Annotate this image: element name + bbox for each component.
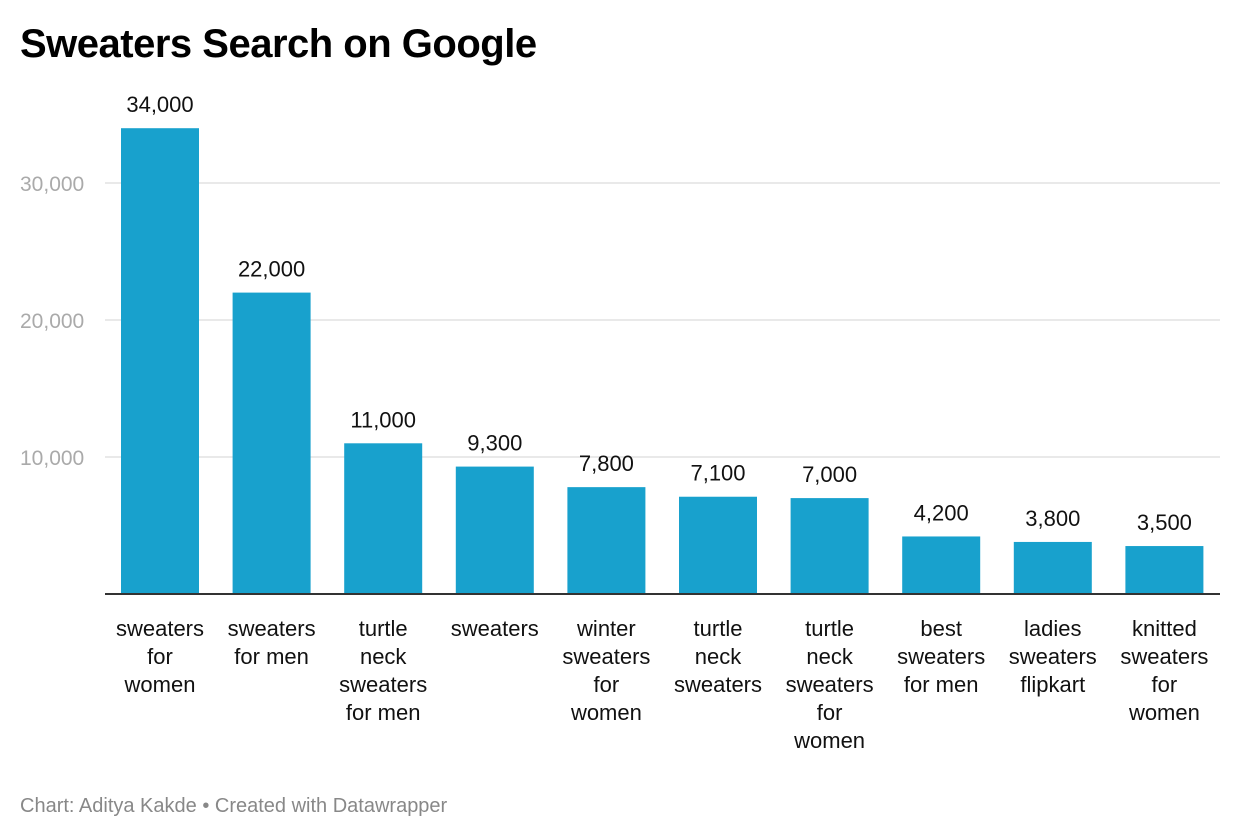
bar: [455, 466, 534, 594]
data-label: 3,500: [1137, 510, 1192, 535]
data-label: 7,800: [579, 451, 634, 476]
bar: [232, 292, 311, 594]
y-tick-label: 10,000: [20, 447, 84, 470]
x-category-label: turtle neck sweaters for men: [339, 616, 427, 725]
chart-footer: Chart: Aditya Kakde • Created with Dataw…: [20, 795, 448, 817]
bar-chart: 10,000 20,000 30,000 34,000 22,000 11,000 9,3…: [20, 92, 1220, 753]
data-label: 4,200: [914, 500, 969, 525]
data-label: 7,000: [802, 462, 857, 487]
data-label: 34,000: [126, 92, 193, 117]
x-category-label: sweaters for men: [228, 616, 316, 669]
bar: [679, 496, 757, 594]
bar: [344, 443, 423, 594]
value-labels: 34,000 22,000 11,000 9,300 7,800 7,100 7,000 4,…: [126, 92, 1192, 535]
y-tick-label: 30,000: [20, 173, 84, 196]
bar: [121, 128, 199, 594]
bar: [902, 536, 981, 594]
bar: [567, 487, 646, 594]
data-label: 7,100: [690, 461, 745, 486]
bar: [1125, 546, 1204, 594]
data-label: 9,300: [467, 431, 522, 456]
x-category-label: turtle neck sweaters for women: [786, 616, 874, 753]
y-axis-tick-labels: 10,000 20,000 30,000: [20, 173, 84, 470]
data-label: 22,000: [238, 257, 305, 282]
y-tick-label: 20,000: [20, 310, 84, 333]
x-category-label: winter sweaters for women: [562, 616, 650, 725]
x-category-label: knitted sweaters for women: [1120, 616, 1208, 725]
x-category-label: ladies sweaters flipkart: [1009, 616, 1097, 697]
bars: [121, 128, 1204, 594]
data-label: 11,000: [350, 407, 416, 432]
x-category-label: sweaters: [451, 616, 539, 641]
x-category-label: best sweaters for men: [897, 616, 985, 697]
data-label: 3,800: [1025, 506, 1080, 531]
x-category-label: turtle neck sweaters: [674, 616, 762, 697]
bar: [1013, 541, 1092, 594]
x-axis-category-labels: sweaters for women sweaters for men turtle nec…: [116, 616, 1208, 753]
bar: [790, 498, 869, 594]
x-category-label: sweaters for women: [116, 616, 204, 697]
chart-title: Sweaters Search on Google: [20, 22, 537, 66]
